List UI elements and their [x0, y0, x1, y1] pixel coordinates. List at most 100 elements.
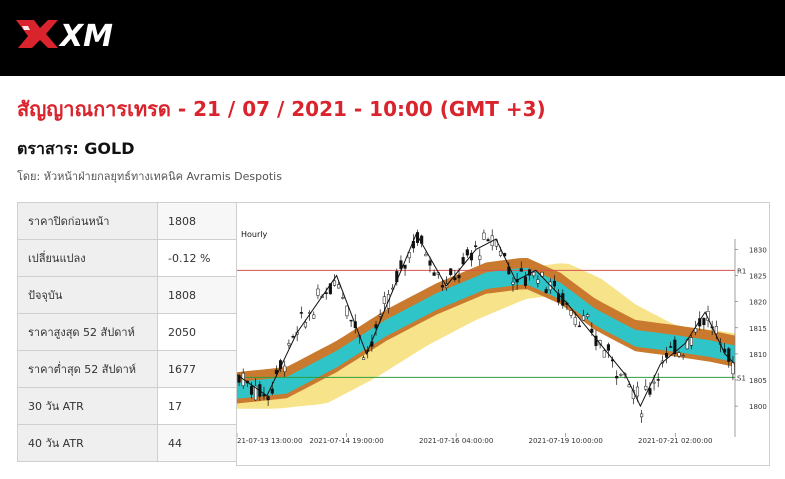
x-tick-label: 2021-07-14 19:00:00: [309, 437, 383, 445]
candle-body: [266, 396, 270, 401]
stats-table: ราคาปิดก่อนหน้า 1808 เปลี่ยนแปลง -0.12 % ปัจ…: [17, 202, 237, 462]
candle-body: [714, 326, 718, 335]
candle-body: [727, 348, 731, 362]
candle-body: [270, 388, 274, 394]
candle-body: [341, 297, 345, 299]
candle-body: [424, 253, 428, 257]
candle-body: [254, 385, 258, 401]
candle-body: [615, 375, 619, 379]
zigzag-line: [237, 232, 736, 408]
stat-label: ปัจจุบัน: [17, 276, 158, 314]
candle-body: [328, 283, 332, 295]
candle-body: [677, 352, 681, 357]
stats-row: 30 วัน ATR 17: [17, 387, 237, 425]
xm-logo[interactable]: XM: [14, 12, 134, 52]
candle-body: [681, 355, 685, 357]
candle-body: [312, 314, 316, 319]
candle-body: [486, 239, 490, 242]
candle-body: [669, 346, 673, 348]
candle-body: [399, 260, 403, 269]
candle-body: [378, 314, 382, 317]
candle-body: [374, 324, 378, 329]
candle-body: [432, 272, 436, 276]
y-tick-label: 1810: [749, 351, 767, 359]
candle-body: [283, 365, 287, 372]
timeframe-label: Hourly: [241, 230, 267, 239]
candle-body: [577, 325, 581, 328]
candle-body: [569, 310, 573, 316]
candle-body: [544, 289, 548, 294]
candle-body: [337, 284, 341, 289]
candle-body: [237, 375, 241, 383]
candle-body: [532, 271, 536, 277]
candle-body: [440, 285, 444, 288]
candle-body: [644, 385, 648, 390]
candle-body: [474, 245, 478, 247]
stat-label: 30 วัน ATR: [17, 387, 158, 425]
x-tick-label: 2021-07-21 02:00:00: [638, 437, 712, 445]
candle-body: [303, 322, 308, 328]
price-chart: R1 S1 1800 1805 1810 1815 1820 1825 1830 21-07-13…: [236, 202, 770, 466]
candle-body: [702, 318, 706, 326]
candle-body: [349, 319, 353, 322]
y-tick-label: 1815: [749, 325, 767, 333]
band-inner: [237, 267, 735, 399]
candle-body: [461, 257, 465, 265]
candle-body: [478, 255, 482, 260]
stat-label: เปลี่ยนแปลง: [17, 239, 158, 277]
y-tick-label: 1800: [749, 403, 767, 411]
stat-value: 1808: [157, 202, 237, 240]
band-outer: [237, 263, 735, 409]
candle-body: [523, 276, 527, 286]
stat-value: 1808: [157, 276, 237, 314]
candle-body: [299, 312, 303, 314]
y-tick-label: 1805: [749, 377, 767, 385]
candle-body: [382, 296, 386, 304]
candle-body: [689, 337, 693, 346]
candle-body: [249, 386, 254, 395]
candle-body: [652, 381, 656, 384]
candle-body: [536, 279, 540, 284]
x-tick-label: 2021-07-16 04:00:00: [419, 437, 493, 445]
author-byline: โดย: หัวหน้าฝ่ายกลยุทธ์ทางเทคนิค Avramis…: [17, 170, 282, 183]
candle-body: [291, 336, 295, 338]
candle-body: [573, 317, 577, 325]
page-title: สัญญาณการเทรด - 21 / 07 / 2021 - 10:00 (…: [17, 97, 546, 121]
stat-value: 2050: [157, 313, 237, 351]
candle-body: [453, 277, 457, 280]
stat-value: 1677: [157, 350, 237, 388]
candle-body: [465, 249, 469, 256]
stats-row: ปัจจุบัน 1808: [17, 276, 237, 314]
top-bar: XM: [0, 0, 785, 76]
candle-body: [581, 315, 586, 321]
x-tick-label: 21-07-13 13:00:00: [237, 437, 302, 445]
candle-body: [287, 343, 291, 346]
brand-text: XM: [58, 19, 113, 52]
candle-body: [316, 288, 320, 296]
candle-body: [482, 232, 486, 240]
candle-body: [731, 362, 735, 375]
stat-value: -0.12 %: [157, 239, 237, 277]
candle-body: [552, 280, 557, 287]
x-tick-label: 2021-07-19 10:00:00: [529, 437, 603, 445]
candle-body: [664, 352, 669, 358]
stats-row: ราคาปิดก่อนหน้า 1808: [17, 202, 237, 240]
stat-label: ราคาปิดก่อนหน้า: [17, 202, 158, 240]
stat-label: ราคาสูงสุด 52 สัปดาห์: [17, 313, 158, 351]
candle-body: [324, 292, 328, 294]
candle-body: [656, 379, 660, 381]
candle-body: [498, 250, 503, 256]
y-tick-label: 1820: [749, 299, 767, 307]
level-label-s1: S1: [737, 374, 746, 382]
candle-body: [345, 305, 349, 317]
stat-label: 40 วัน ATR: [17, 424, 158, 462]
candle-body: [332, 280, 337, 286]
stat-label: ราคาต่ำสุด 52 สัปดาห์: [17, 350, 158, 388]
instrument-label: ตราสาร: GOLD: [17, 139, 135, 158]
stats-row: เปลี่ยนแปลง -0.12 %: [17, 239, 237, 277]
candle-body: [635, 386, 640, 397]
stat-value: 44: [157, 424, 237, 462]
chart-canvas: R1 S1 1800 1805 1810 1815 1820 1825 1830 21-07-13…: [237, 203, 769, 465]
stats-row: ราคาต่ำสุด 52 สัปดาห์ 1677: [17, 350, 237, 388]
stats-row: ราคาสูงสุด 52 สัปดาห์ 2050: [17, 313, 237, 351]
